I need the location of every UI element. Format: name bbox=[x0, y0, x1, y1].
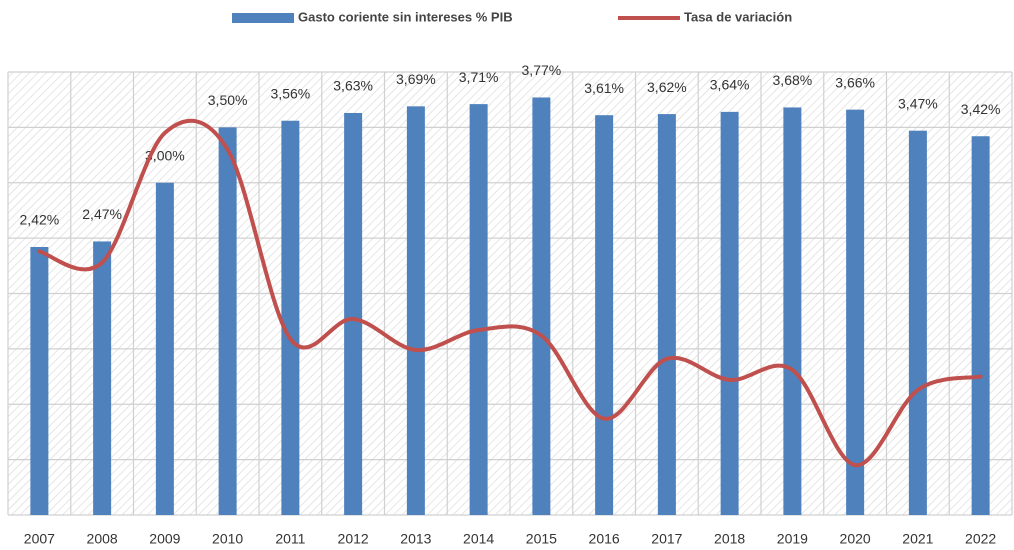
data-label: 2,47% bbox=[82, 206, 122, 222]
data-label: 2,42% bbox=[20, 212, 60, 228]
bar bbox=[155, 182, 174, 515]
data-label: 3,68% bbox=[773, 72, 813, 88]
x-tick-label: 2019 bbox=[777, 531, 808, 547]
bar bbox=[30, 246, 49, 516]
x-tick-label: 2021 bbox=[902, 531, 933, 547]
x-tick-label: 2015 bbox=[526, 531, 557, 547]
bar bbox=[971, 136, 990, 516]
data-label: 3,62% bbox=[647, 79, 687, 95]
data-label: 3,77% bbox=[522, 62, 562, 78]
bar bbox=[281, 120, 300, 515]
bar bbox=[469, 104, 488, 516]
data-label: 3,69% bbox=[396, 71, 436, 87]
data-label: 3,56% bbox=[271, 85, 311, 101]
data-label: 3,47% bbox=[898, 95, 938, 111]
bar bbox=[783, 107, 802, 515]
bar bbox=[908, 130, 927, 515]
x-tick-label: 2016 bbox=[589, 531, 620, 547]
x-tick-label: 2013 bbox=[400, 531, 431, 547]
legend-swatch bbox=[232, 13, 294, 23]
data-label: 3,42% bbox=[961, 101, 1001, 117]
x-tick-label: 2018 bbox=[714, 531, 745, 547]
data-label: 3,71% bbox=[459, 69, 499, 85]
x-tick-label: 2011 bbox=[275, 531, 305, 547]
x-tick-label: 2008 bbox=[87, 531, 118, 547]
x-tick-label: 2010 bbox=[212, 531, 243, 547]
data-label: 3,66% bbox=[835, 74, 875, 90]
x-tick-label: 2020 bbox=[840, 531, 871, 547]
legend-label: Gasto coriente sin intereses % PIB bbox=[298, 9, 513, 24]
x-tick-label: 2022 bbox=[965, 531, 996, 547]
data-label: 3,64% bbox=[710, 77, 750, 93]
bar bbox=[218, 127, 237, 515]
line bbox=[37, 118, 983, 468]
x-tick-label: 2009 bbox=[149, 531, 180, 547]
bar bbox=[344, 112, 363, 515]
bar bbox=[93, 241, 112, 515]
data-label: 3,61% bbox=[584, 80, 624, 96]
bar bbox=[406, 106, 425, 516]
x-tick-label: 2014 bbox=[463, 531, 494, 547]
x-tick-label: 2012 bbox=[338, 531, 369, 547]
bar bbox=[595, 115, 614, 515]
data-label: 3,63% bbox=[333, 78, 373, 94]
data-label: 3,00% bbox=[145, 147, 185, 163]
bar bbox=[846, 109, 865, 515]
bar bbox=[720, 111, 739, 516]
legend-label: Tasa de variación bbox=[684, 9, 792, 24]
bar bbox=[532, 97, 551, 515]
bar bbox=[657, 114, 676, 516]
data-label: 3,50% bbox=[208, 92, 248, 108]
x-tick-label: 2007 bbox=[24, 531, 55, 547]
x-tick-label: 2017 bbox=[651, 531, 682, 547]
